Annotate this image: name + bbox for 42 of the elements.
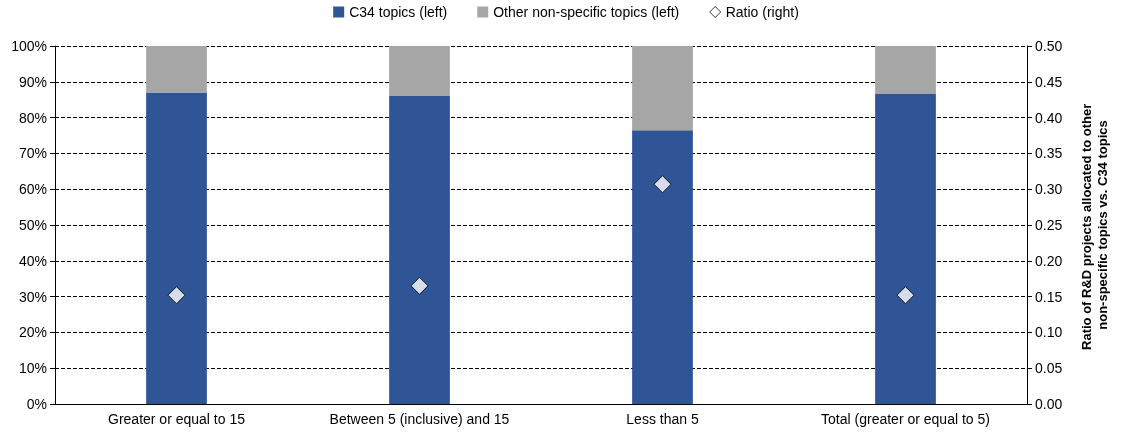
y-tick-label: 40% [18,252,47,269]
y-tick-label: 0% [26,396,47,412]
y2-tick-label: 0.45 [1035,73,1063,90]
y2-tick-label: 0.05 [1035,360,1063,377]
y-tick-label: 70% [18,145,47,162]
y-tick-label: 30% [18,288,47,305]
legend-label: Other non-specific topics (left) [493,4,680,20]
bar [875,46,936,94]
point [896,286,915,305]
bar [389,96,450,404]
y2-tick-label: 0.50 [1035,38,1063,54]
point [167,286,186,305]
y2-tick-label: 0.00 [1035,396,1063,412]
y2-tick-label: 0.25 [1035,217,1063,233]
x-tick-label: Less than 5 [626,411,699,427]
bar [875,93,936,404]
y2-tick-label: 0.30 [1035,181,1063,198]
point [653,175,672,194]
bar [146,92,207,404]
bar [389,46,450,97]
y2-tick-label: 0.35 [1035,145,1063,162]
bar [632,46,693,131]
y2-tick-label: 0.10 [1035,324,1063,341]
y2-tick-label: 0.20 [1035,252,1063,269]
y2-tick-label: 0.15 [1035,288,1063,305]
legend-label: C34 topics (left) [349,4,448,20]
x-tick-label: Total (greater or equal to 5) [821,411,990,427]
y-tick-label: 10% [18,360,47,377]
y-tick-label: 60% [18,181,47,198]
y-tick-label: 90% [18,73,47,90]
y2-axis-title: Ratio of R&D projects allocated to other non-specific topics vs. C34 topics [1078,100,1110,350]
y-tick-label: 20% [18,324,47,341]
x-tick-label: Between 5 (inclusive) and 15 [329,411,510,427]
bar [146,46,207,93]
y-tick-label: 50% [18,217,47,233]
y2-tick-label: 0.40 [1035,109,1063,126]
y-tick-label: 100% [11,38,47,54]
point [410,276,429,295]
bar [632,130,693,404]
y-tick-label: 80% [18,109,47,126]
x-tick-label: Greater or equal to 15 [108,411,246,427]
legend-label: Ratio (right) [725,4,799,20]
